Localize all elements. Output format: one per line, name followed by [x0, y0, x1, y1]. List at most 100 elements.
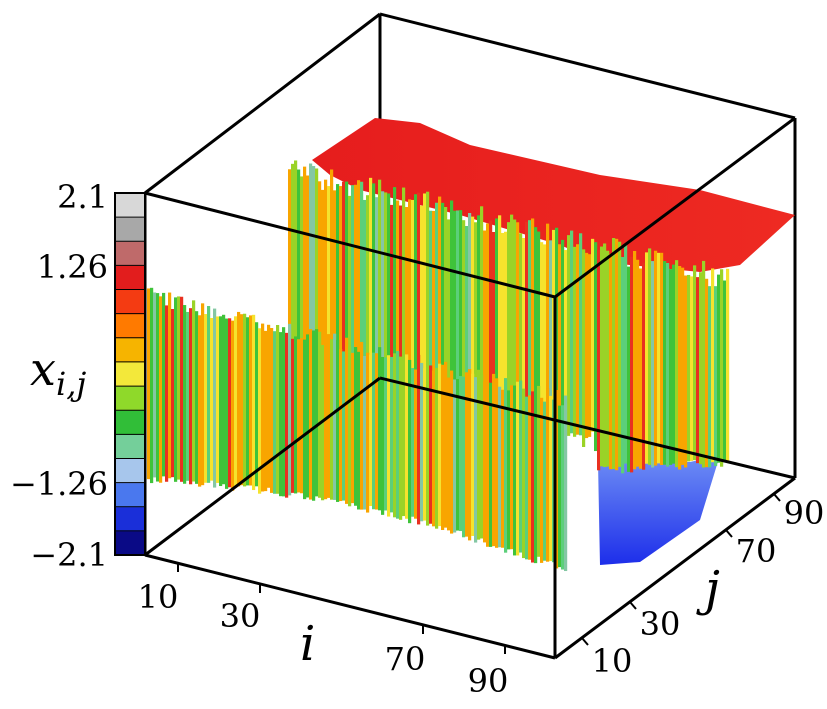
surface-stripe [339, 186, 343, 371]
surface-stripe [234, 316, 238, 487]
surface-stripe [339, 349, 343, 502]
surface-stripe [330, 339, 334, 500]
surface-stripe [366, 352, 370, 513]
surface-stripe [288, 169, 292, 367]
surface-stripe [381, 356, 385, 515]
surface-stripe [558, 244, 562, 437]
surface-stripe [300, 176, 304, 360]
surface-stripe [423, 193, 427, 399]
surface-stripe [261, 323, 265, 492]
surface-stripe [621, 257, 625, 474]
surface-stripe [708, 286, 712, 468]
surface-stripe [453, 379, 457, 533]
colorbar-tick-2.1: 2.1 [57, 178, 108, 216]
surface-stripe [699, 272, 703, 465]
surface-stripe [474, 222, 478, 418]
surface-stripe [435, 367, 439, 529]
j-axis-label: j [696, 561, 720, 617]
surface-stripe [162, 292, 166, 477]
surface-stripe [273, 331, 277, 494]
i-tick-10: 10 [138, 578, 179, 616]
surface-stripe [627, 266, 631, 472]
surface-stripe [375, 353, 379, 510]
surface-stripe [687, 274, 691, 462]
surface-stripe [594, 242, 598, 452]
surface-stripe [357, 180, 361, 388]
surface-stripe [219, 316, 223, 487]
surface-stripe [486, 223, 490, 408]
colorbar-segment [115, 193, 145, 218]
i-tick-70: 70 [385, 640, 426, 678]
surface-stripe [342, 351, 346, 501]
surface-stripe [447, 377, 451, 531]
surface-stripe [354, 347, 358, 506]
surface-stripe [579, 233, 583, 436]
surface-stripe [156, 293, 160, 482]
surface-stripe [309, 329, 313, 500]
surface-stripe [390, 356, 394, 513]
surface-stripe [165, 305, 169, 482]
surface-stripe [213, 308, 217, 488]
surface-stripe [201, 303, 205, 486]
surface-stripe [549, 395, 553, 562]
surface-stripe [312, 330, 316, 501]
surface-stripe [399, 205, 403, 387]
surface-stripe [720, 269, 724, 467]
j-tick-10: 10 [592, 642, 633, 680]
surface-stripe [384, 192, 388, 397]
surface-stripe [420, 362, 424, 522]
surface-stripe [456, 379, 460, 531]
surface-stripe [180, 296, 184, 482]
surface-stripe [702, 260, 706, 468]
colorbar-segment [115, 458, 145, 484]
surface-stripe [693, 265, 697, 461]
surface-stripe [588, 254, 592, 437]
surface-stripe [210, 317, 214, 481]
surface-stripe [327, 186, 331, 372]
surface-stripe [459, 210, 463, 408]
surface-stripe [663, 261, 667, 465]
surface-stripe [153, 292, 157, 478]
surface-stripe [351, 185, 355, 380]
surface-stripe [240, 314, 244, 486]
surface-stripe [504, 231, 508, 413]
surface-stripe [318, 331, 322, 498]
surface-stripe [543, 244, 547, 435]
surface-stripe [558, 405, 562, 568]
surface-stripe [444, 361, 448, 528]
j-tick-30: 30 [640, 605, 681, 643]
colorbar-segment [115, 217, 145, 242]
surface-stripe [174, 297, 178, 482]
surface-stripe [666, 263, 670, 467]
surface-stripe [696, 277, 700, 464]
surface-stripe [519, 233, 523, 422]
surface-stripe [207, 306, 211, 483]
colorbar-segment [115, 361, 145, 387]
surface-stripe [195, 311, 199, 484]
colorbar-segment [115, 265, 145, 291]
surface-stripe [354, 184, 358, 381]
surface-stripe [414, 194, 418, 393]
surface-stripe [540, 397, 544, 563]
surface-stripe [672, 264, 676, 464]
surface-stripe [714, 286, 718, 466]
surface-stripe [585, 252, 589, 439]
surface-stripe [249, 315, 253, 486]
surface-stripe [336, 340, 340, 502]
surface-stripe [423, 368, 427, 521]
surface-stripe [624, 245, 628, 464]
surface-stripe [465, 372, 469, 537]
surface-stripe [315, 329, 319, 497]
surface-stripe [186, 311, 190, 481]
colorbar-segment [115, 289, 145, 315]
colorbar-segment [115, 530, 145, 556]
surface-stripe [480, 206, 484, 411]
colorbar-segment [115, 482, 145, 508]
surface-stripe [492, 373, 496, 547]
surface-stripe [537, 385, 541, 557]
surface-stripe [345, 337, 349, 504]
surface-stripe [597, 249, 601, 471]
surface-stripe [522, 388, 526, 559]
surface-stripe [420, 205, 424, 390]
surface-stripe [426, 361, 430, 526]
